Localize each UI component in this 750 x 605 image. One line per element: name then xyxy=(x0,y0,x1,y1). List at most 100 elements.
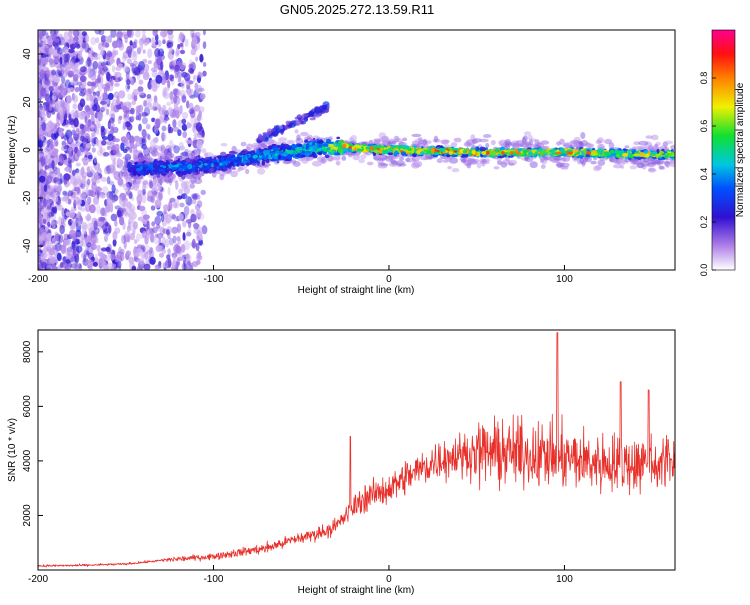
spectrogram-cell xyxy=(130,142,135,149)
spectrogram-cell xyxy=(608,142,615,149)
spectrogram-cell xyxy=(100,247,107,252)
spectrogram-cell xyxy=(90,243,97,251)
spectrogram-cell xyxy=(142,71,150,81)
spectrogram-cell xyxy=(181,95,187,103)
spectrogram-cell xyxy=(68,36,74,42)
spectrogram-cell xyxy=(126,30,132,38)
spectrogram-cell xyxy=(97,74,101,83)
spectrogram-cell xyxy=(155,40,159,46)
spectrogram-cell xyxy=(138,79,144,85)
spectrogram-cell xyxy=(171,77,175,86)
spectrogram-cell xyxy=(98,69,102,75)
spectrogram-cell xyxy=(55,69,62,78)
spectrogram-cell xyxy=(166,41,174,49)
spectrogram-cell xyxy=(93,229,99,239)
spectrogram-cell xyxy=(143,245,151,251)
spectrogram-cell xyxy=(469,158,476,163)
spectrogram-cell xyxy=(485,142,490,149)
spectrogram-cell xyxy=(168,47,174,55)
spectrogram-cell xyxy=(149,139,157,148)
spectrogram-cell xyxy=(181,123,188,132)
spectrogram-cell xyxy=(90,135,94,143)
spectrogram-cell xyxy=(41,232,47,237)
spectrogram-cell xyxy=(38,266,41,270)
spectrogram-cell xyxy=(146,220,150,230)
spectrogram-cell xyxy=(169,153,175,159)
spectrogram-cell xyxy=(38,41,42,46)
spectrogram-cell xyxy=(633,141,641,146)
spectrogram-cell xyxy=(96,204,101,215)
spectrogram-cell xyxy=(250,150,256,154)
spectrogram-cell xyxy=(153,124,159,134)
spectrogram-cell xyxy=(84,236,88,244)
spectrogram-cell xyxy=(87,56,91,67)
spectrogram-cell xyxy=(650,159,661,165)
spectrogram-cell xyxy=(188,80,194,85)
spectrogram-cell xyxy=(139,258,145,265)
spectrogram-cell xyxy=(75,176,82,184)
spectrogram-cell xyxy=(560,166,569,170)
spectrogram-cell xyxy=(59,56,63,65)
spectrogram-cell xyxy=(122,156,131,160)
spectrogram-cell xyxy=(74,110,79,119)
spectrogram-cell xyxy=(52,100,56,108)
spectrogram-cell xyxy=(100,49,105,56)
spectrogram-cell xyxy=(94,165,100,172)
spectrogram-cell xyxy=(109,113,114,119)
spectrogram-cell xyxy=(63,53,69,63)
spectrogram-cell xyxy=(433,135,439,143)
spectrogram-cell xyxy=(164,87,170,92)
spectrogram-cell xyxy=(75,57,79,63)
spectrogram-cell xyxy=(137,161,142,165)
spectrogram-cell xyxy=(194,203,201,211)
spectrogram-cell xyxy=(85,215,92,221)
spectrogram-cell xyxy=(130,115,135,122)
spectrogram-cell xyxy=(43,210,49,218)
spectrogram-cell xyxy=(71,244,76,250)
spectrogram-cell xyxy=(101,136,108,141)
spectrogram-cell xyxy=(190,199,197,205)
spectrogram-cell xyxy=(53,38,60,43)
spectrogram-cell xyxy=(182,112,189,119)
spectrogram-cell xyxy=(352,154,361,161)
spectrogram-cell xyxy=(104,42,110,48)
spectrogram-cell xyxy=(176,91,182,96)
spectrogram-cell xyxy=(39,205,45,210)
spectrogram-cell xyxy=(374,139,381,145)
spectrogram-cell xyxy=(85,143,92,149)
spectrogram-cell xyxy=(288,122,293,129)
spectrogram-cell xyxy=(563,142,573,148)
spectrogram-cell xyxy=(399,156,405,161)
spectrogram-cell xyxy=(123,240,127,250)
spectrogram-cell xyxy=(69,229,77,238)
spectrogram-cell xyxy=(110,30,117,38)
spectrogram-cell xyxy=(90,230,96,239)
spectrogram-cell xyxy=(152,147,158,153)
spectrogram-cell xyxy=(620,165,625,169)
spectrogram-cell xyxy=(73,36,79,41)
spectrogram-cell xyxy=(145,38,150,45)
spectrogram-cell xyxy=(53,139,59,147)
spectrogram-cell xyxy=(164,110,170,118)
spectrogram-cell xyxy=(159,113,166,123)
spectrogram-cell xyxy=(116,152,122,158)
spectrogram-cell xyxy=(143,146,150,156)
spectrogram-cell xyxy=(79,79,87,89)
spectrogram-cell xyxy=(122,105,128,113)
spectrogram-cell xyxy=(92,60,99,70)
spectrogram-cell xyxy=(102,92,109,101)
spectrogram-cell xyxy=(125,201,132,209)
figure-title: GN05.2025.272.13.59.R11 xyxy=(280,2,434,17)
spectrogram-cell xyxy=(112,238,117,247)
spectrogram-cell xyxy=(481,158,487,163)
spectrogram-cell xyxy=(173,94,178,104)
spectrogram-cell xyxy=(393,135,400,143)
spectrogram-cell xyxy=(75,162,81,167)
spectrogram-cell xyxy=(261,161,265,166)
spectrogram-cell xyxy=(197,194,201,200)
spectrogram-cell xyxy=(181,118,187,125)
spectrogram-cell xyxy=(38,164,41,172)
spectrogram-cell xyxy=(41,121,46,132)
spectrogram-cell xyxy=(172,254,177,262)
spectrogram-cell xyxy=(121,234,127,244)
